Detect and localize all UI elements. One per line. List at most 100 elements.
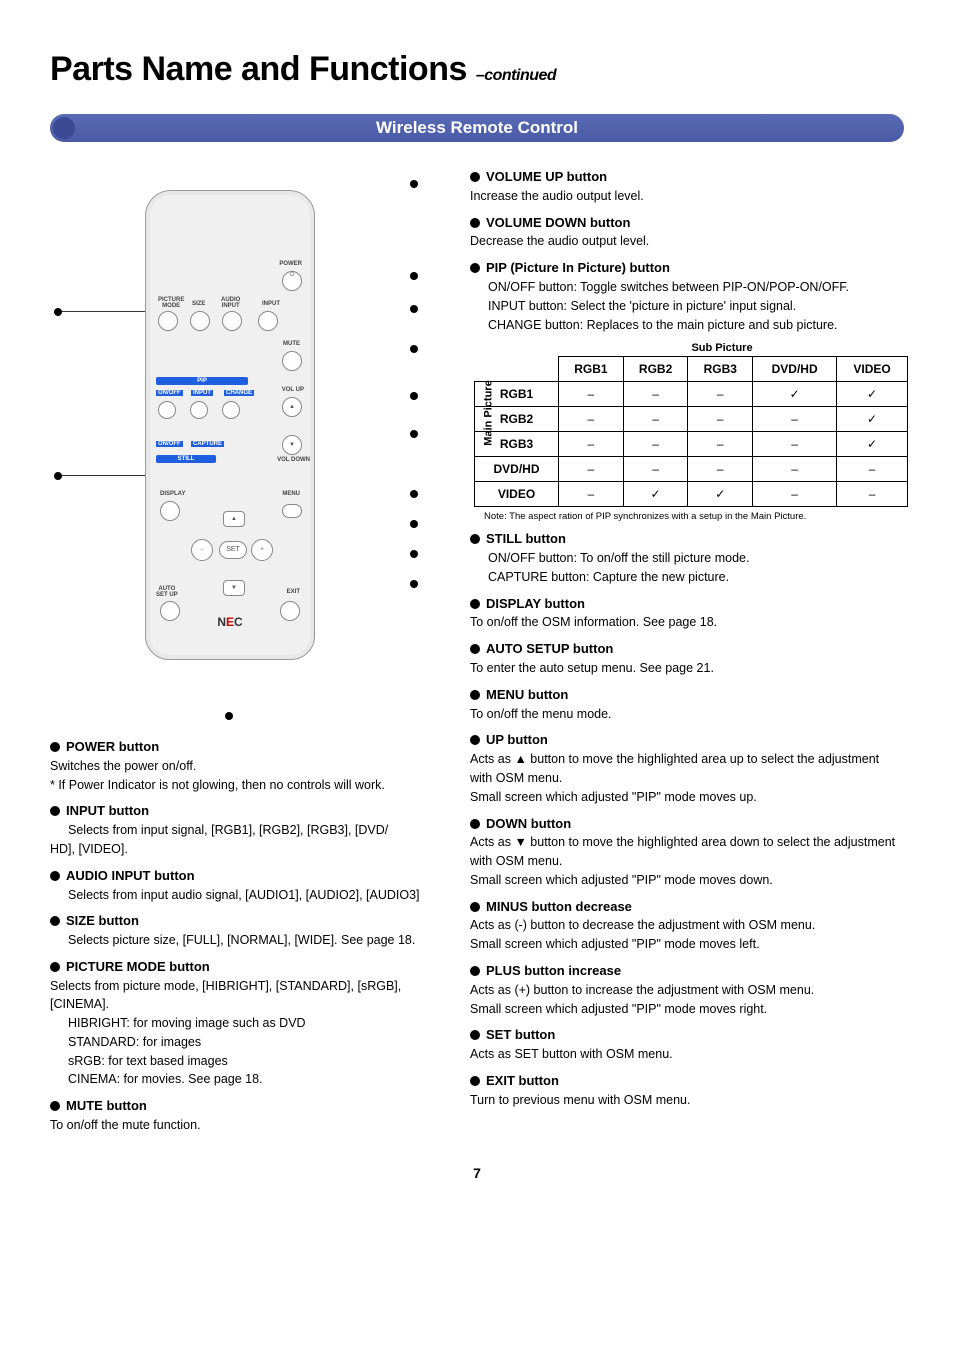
item-text: HIBRIGHT: for moving image such as DVD — [50, 1014, 440, 1033]
bullet-icon — [470, 534, 480, 544]
item-up: UP buttonActs as ▲ button to move the hi… — [470, 731, 904, 806]
pip-table: RGB1RGB2RGB3DVD/HDVIDEO RGB1–––✓✓RGB2–––… — [474, 356, 908, 507]
table-vlabel: Main Picture — [483, 381, 495, 446]
table-cell: – — [837, 482, 908, 507]
item-text: Acts as ▲ button to move the highlighted… — [470, 750, 904, 788]
item-text: ON/OFF button: Toggle switches between P… — [470, 278, 904, 297]
table-col-header: RGB1 — [559, 357, 624, 382]
bullet-icon — [470, 599, 480, 609]
table-cell: – — [623, 432, 688, 457]
bullet-icon — [470, 819, 480, 829]
table-cell: – — [753, 457, 837, 482]
bullet-icon — [470, 902, 480, 912]
table-col-header: DVD/HD — [753, 357, 837, 382]
item-plus: PLUS button increaseActs as (+) button t… — [470, 962, 904, 1018]
item-title: MINUS button decrease — [486, 899, 632, 914]
item-exit: EXIT button Turn to previous menu with OS… — [470, 1072, 904, 1110]
item-text: Acts as (-) button to decrease the adjus… — [470, 916, 904, 935]
section-banner: Wireless Remote Control — [50, 114, 904, 142]
item-vol-down: VOLUME DOWN buttonDecrease the audio out… — [470, 214, 904, 252]
item-text: Small screen which adjusted "PIP" mode m… — [470, 871, 904, 890]
item-title: STILL button — [486, 531, 566, 546]
banner-title: Wireless Remote Control — [376, 118, 578, 138]
item-title: AUDIO INPUT button — [66, 868, 195, 883]
remote-diagram: POWER ⏻ PICTURE MODE SIZE AUDIO INPUT IN… — [50, 160, 440, 730]
bullet-icon — [470, 1030, 480, 1040]
table-row: RGB1–––✓✓ — [475, 382, 908, 407]
title-text: Parts Name and Functions — [50, 50, 467, 88]
item-text: STANDARD: for images — [50, 1033, 440, 1052]
table-cell: ✓ — [753, 382, 837, 407]
table-cell: – — [623, 407, 688, 432]
item-text: Selects from input signal, [RGB1], [RGB2… — [50, 821, 440, 840]
item-text: Switches the power on/off. — [50, 757, 440, 776]
bullet-icon — [470, 966, 480, 976]
item-auto-setup: AUTO SETUP button To enter the auto setup… — [470, 640, 904, 678]
item-title: SET button — [486, 1027, 555, 1042]
item-display: DISPLAY buttonTo on/off the OSM informat… — [470, 595, 904, 633]
item-title: MENU button — [486, 687, 568, 702]
item-title: VOLUME DOWN button — [486, 215, 630, 230]
bullet-icon — [50, 916, 60, 926]
table-col-header: RGB2 — [623, 357, 688, 382]
item-menu: MENU button To on/off the menu mode. — [470, 686, 904, 724]
bullet-icon — [470, 172, 480, 182]
item-text: To enter the auto setup menu. See page 2… — [470, 659, 904, 678]
bullet-icon — [470, 735, 480, 745]
table-cell: – — [688, 382, 753, 407]
table-cell: ✓ — [837, 432, 908, 457]
table-cell: ✓ — [837, 407, 908, 432]
table-cell: – — [623, 382, 688, 407]
item-text: sRGB: for text based images — [50, 1052, 440, 1071]
remote-logo: NEC — [146, 615, 314, 629]
table-corner — [475, 357, 559, 382]
bullet-icon — [470, 690, 480, 700]
item-text: CAPTURE button: Capture the new picture. — [470, 568, 904, 587]
item-text: ON/OFF button: To on/off the still pictu… — [470, 549, 904, 568]
item-text: Acts as SET button with OSM menu. — [470, 1045, 904, 1064]
table-cell: – — [837, 457, 908, 482]
item-minus: MINUS button decrease Acts as (-) button … — [470, 898, 904, 954]
item-picture-mode: PICTURE MODE buttonSelects from picture … — [50, 958, 440, 1089]
item-title: SIZE button — [66, 913, 139, 928]
table-cell: – — [559, 432, 624, 457]
item-title: PIP (Picture In Picture) button — [486, 260, 670, 275]
table-cell: – — [559, 382, 624, 407]
item-title: DOWN button — [486, 816, 571, 831]
item-title: EXIT button — [486, 1073, 559, 1088]
item-power: POWER buttonSwitches the power on/off.* … — [50, 738, 440, 794]
item-title: AUTO SETUP button — [486, 641, 613, 656]
item-text: To on/off the mute function. — [50, 1116, 440, 1135]
item-still: STILL button ON/OFF button: To on/off the… — [470, 530, 904, 586]
item-text: Acts as (+) button to increase the adjus… — [470, 981, 904, 1000]
item-pip: PIP (Picture In Picture) button ON/OFF bu… — [470, 259, 904, 334]
table-row-header: VIDEO — [475, 482, 559, 507]
item-text: INPUT button: Select the 'picture in pic… — [470, 297, 904, 316]
table-row: VIDEO–✓✓–– — [475, 482, 908, 507]
table-cell: – — [753, 482, 837, 507]
item-vol-up: VOLUME UP buttonIncrease the audio outpu… — [470, 168, 904, 206]
item-text: CINEMA: for movies. See page 18. — [50, 1070, 440, 1089]
item-text: Turn to previous menu with OSM menu. — [470, 1091, 904, 1110]
page-number: 7 — [50, 1165, 904, 1181]
pip-table-wrap: Sub Picture Main Picture RGB1RGB2RGB3DVD… — [470, 342, 904, 522]
item-title: INPUT button — [66, 803, 149, 818]
table-col-header: RGB3 — [688, 357, 753, 382]
item-set: SET button Acts as SET button with OSM me… — [470, 1026, 904, 1064]
item-text: To on/off the menu mode. — [470, 705, 904, 724]
left-column: POWER ⏻ PICTURE MODE SIZE AUDIO INPUT IN… — [50, 160, 440, 1135]
table-row-header: DVD/HD — [475, 457, 559, 482]
right-column: VOLUME UP buttonIncrease the audio outpu… — [470, 160, 904, 1135]
item-input: INPUT button Selects from input signal, [… — [50, 802, 440, 858]
table-note: Note: The aspect ration of PIP synchroni… — [470, 511, 904, 522]
item-text: Acts as ▼ button to move the highlighted… — [470, 833, 904, 871]
item-text: HD], [VIDEO]. — [50, 840, 440, 859]
table-cell: ✓ — [688, 482, 753, 507]
bullet-icon — [470, 1076, 480, 1086]
item-text: Increase the audio output level. — [470, 187, 904, 206]
bullet-icon — [50, 1101, 60, 1111]
table-col-header: VIDEO — [837, 357, 908, 382]
table-cell: – — [753, 432, 837, 457]
item-text: Small screen which adjusted "PIP" mode m… — [470, 1000, 904, 1019]
item-size: SIZE buttonSelects picture size, [FULL],… — [50, 912, 440, 950]
